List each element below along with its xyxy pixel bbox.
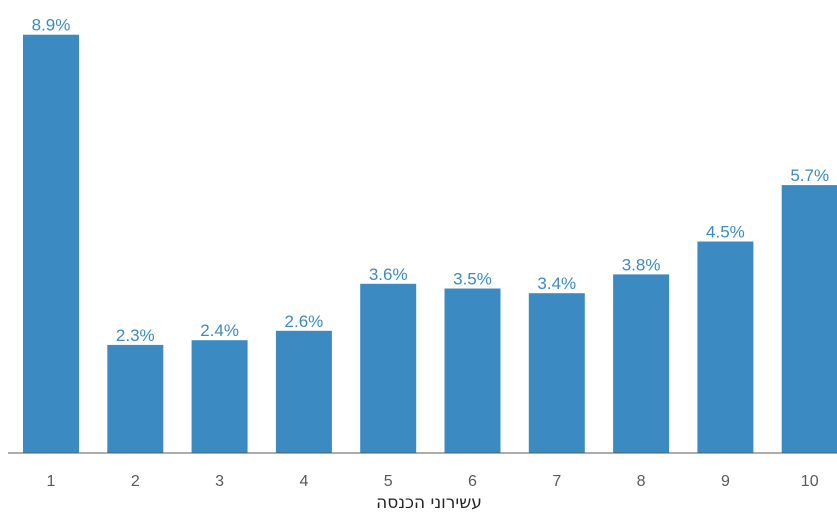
- value-label-7: 3.4%: [537, 274, 576, 293]
- x-tick-label-4: 4: [299, 473, 308, 490]
- x-tick-label-2: 2: [131, 473, 140, 490]
- x-tick-label-7: 7: [552, 473, 561, 490]
- x-tick-label-6: 6: [468, 473, 477, 490]
- bars-layer: [23, 34, 837, 453]
- x-axis-title: עשירוני הכנסה: [376, 493, 482, 513]
- bar-2: [107, 344, 164, 453]
- x-tick-label-8: 8: [637, 473, 646, 490]
- value-label-8: 3.8%: [622, 255, 661, 274]
- value-label-4: 2.6%: [285, 312, 324, 331]
- bar-9: [697, 241, 754, 453]
- value-label-9: 4.5%: [706, 223, 745, 242]
- value-label-5: 3.6%: [369, 265, 408, 284]
- bar-10: [781, 185, 837, 453]
- bar-5: [360, 283, 417, 453]
- value-labels-layer: 8.9% 2.3% 2.4% 2.6% 3.6% 3.5% 3.4% 3.8% 4.5% 5.7%: [32, 16, 829, 345]
- value-label-6: 3.5%: [453, 270, 492, 289]
- bar-4: [275, 330, 332, 453]
- value-label-3: 2.4%: [200, 321, 239, 340]
- bar-6: [444, 288, 501, 453]
- x-tick-labels-layer: 1 2 3 4 5 6 7 8 9 10: [47, 473, 819, 490]
- value-label-1: 8.9%: [32, 16, 71, 35]
- x-tick-label-3: 3: [215, 473, 224, 490]
- bar-3: [191, 340, 248, 453]
- value-label-10: 5.7%: [790, 166, 829, 185]
- x-tick-label-10: 10: [801, 473, 819, 490]
- x-tick-label-9: 9: [721, 473, 730, 490]
- x-tick-label-1: 1: [47, 473, 56, 490]
- bar-7: [528, 293, 585, 453]
- x-tick-label-5: 5: [384, 473, 393, 490]
- value-label-2: 2.3%: [116, 326, 155, 345]
- bar-1: [23, 34, 79, 453]
- bar-8: [613, 274, 670, 453]
